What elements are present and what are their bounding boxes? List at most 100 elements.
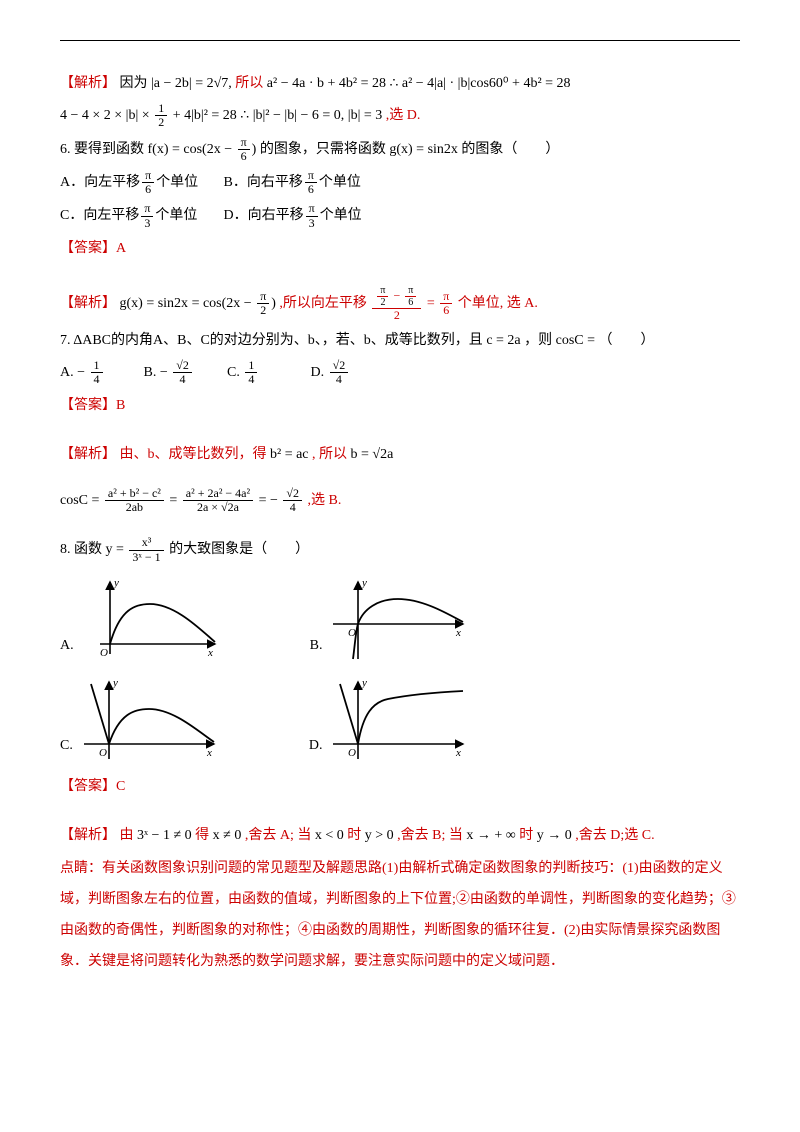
- fraction-numerator: π: [305, 169, 317, 183]
- fraction-denominator: 3: [141, 217, 153, 230]
- p8-graph-D: D. y x O: [309, 674, 469, 764]
- p6-options-ab: A．向左平移π6个单位 B．向右平移π6个单位: [60, 169, 740, 196]
- p6-options-cd: C．向左平移π3个单位 D．向右平移π3个单位: [60, 202, 740, 229]
- fraction-denominator: 6: [142, 183, 154, 196]
- graph-D-svg: y x O: [328, 674, 468, 764]
- p6-q3: 的图象（ ）: [461, 141, 559, 156]
- opt-label: C.: [60, 733, 73, 764]
- p5-t1a: 因为: [120, 76, 148, 91]
- p8-jx2: 得: [195, 828, 209, 843]
- p8-jx1: 由: [120, 828, 134, 843]
- p6-q: 6. 要得到函数: [60, 141, 144, 156]
- fraction-denominator: 2ab: [105, 501, 164, 514]
- p7-jiexi2: cosC = a² + b² − c²2ab = a² + 2a² − 4a²2…: [60, 487, 740, 514]
- p8-jx6: 时: [519, 828, 533, 843]
- p7-options: A. − 14 B. − √24 C. 14 D. √24: [60, 359, 740, 386]
- p8-e4: y > 0: [365, 828, 394, 843]
- p8-jx7: ,舍去 D;选 C.: [575, 828, 654, 843]
- p8-e2: x ≠ 0: [213, 828, 242, 843]
- p6-optB: B．向右平移π6个单位: [224, 169, 364, 196]
- fraction-denominator: 4: [283, 501, 302, 514]
- fraction-numerator: π: [306, 202, 318, 216]
- p8-y-frac: x³3ˣ − 1: [129, 536, 163, 563]
- p8-dianjing: 点睛：有关函数图象识别问题的常见题型及解题思路(1)由解析式确定函数图象的判断技…: [60, 854, 740, 977]
- p8-jx4: 时: [347, 828, 361, 843]
- p6-eq: =: [427, 296, 438, 311]
- opt-frac: 14: [91, 359, 103, 386]
- p8-graph-A: A. y x O: [60, 574, 220, 664]
- p6-optA: A．向左平移π6个单位: [60, 169, 200, 196]
- fraction-numerator: π2 − π6: [372, 285, 421, 309]
- p7-jx3: 所以: [319, 447, 347, 462]
- opt-tail: 个单位: [320, 208, 362, 223]
- fraction-numerator: π: [141, 202, 153, 216]
- svg-text:y: y: [361, 677, 367, 689]
- p6-fx2: ): [252, 141, 257, 156]
- p6-jx3: ): [271, 296, 276, 311]
- opt-tail: 个单位: [156, 175, 198, 190]
- p7-neg3: −: [270, 493, 281, 508]
- p8-e3: x < 0: [315, 828, 344, 843]
- fraction-denominator: 2: [372, 309, 421, 322]
- jiexi-label: 【解析】: [60, 76, 116, 91]
- p5-frac1: 1 2: [155, 102, 167, 129]
- document-page: 【解析】 因为 |a − 2b| = 2√7, 所以 a² − 4a · b +…: [0, 0, 800, 1023]
- p5-t3: + 4|b|² = 28 ∴ |b|² − |b| − 6 = 0, |b| =…: [173, 108, 383, 123]
- fraction-denominator: 2: [257, 304, 269, 317]
- p7-f2: a² + 2a² − 4a²2a × √2a: [183, 487, 253, 514]
- opt-label: A.: [60, 365, 74, 380]
- p6-shift-frac: π2 − π6 2: [372, 285, 421, 322]
- p7-optD: D. √24: [311, 359, 391, 386]
- fraction-numerator: a² + 2a² − 4a²: [183, 487, 253, 501]
- fraction-denominator: 4: [245, 373, 257, 386]
- fraction-numerator: 1: [155, 102, 167, 116]
- p6-fx-frac: π6: [238, 136, 250, 163]
- fraction-denominator: 6: [440, 304, 452, 317]
- fraction-numerator: 1: [91, 359, 103, 373]
- p5-t2: 4 − 4 × 2 × |b| ×: [60, 108, 153, 123]
- p7-q: 7. ΔABC的内角A、B、C的对边分别为、b、，若、b、成等比数列，且: [60, 333, 483, 348]
- p7-question: 7. ΔABC的内角A、B、C的对边分别为、b、，若、b、成等比数列，且 c =…: [60, 328, 740, 353]
- opt-frac: √24: [173, 359, 192, 386]
- svg-text:x: x: [207, 647, 213, 659]
- fraction-numerator: x³: [129, 536, 163, 550]
- p7-e1: b² = ac: [270, 447, 309, 462]
- fraction-numerator: a² + b² − c²: [105, 487, 164, 501]
- p6-q2: 的图象，只需将函数: [260, 141, 386, 156]
- inner-frac-1: π2: [377, 285, 388, 308]
- p8-e6: y → 0: [537, 828, 572, 843]
- fraction-denominator: 3: [306, 217, 318, 230]
- fraction-numerator: √2: [330, 359, 349, 373]
- p7-e2: b = √2a: [351, 447, 394, 462]
- spacer: [60, 805, 740, 817]
- opt-label: B.: [310, 633, 323, 664]
- opt-label: A.: [60, 633, 74, 664]
- p6-gx: g(x) = sin2x: [389, 141, 458, 156]
- p6-jx2: = cos(2x −: [192, 296, 256, 311]
- top-rule: [60, 40, 740, 41]
- p6-optD: D．向右平移π3个单位: [224, 202, 364, 229]
- svg-text:O: O: [100, 647, 108, 659]
- p7-cc: cosC =: [556, 333, 599, 348]
- p6-jx5: 个单位, 选 A.: [458, 296, 538, 311]
- p5-line2: 4 − 4 × 2 × |b| × 1 2 + 4|b|² = 28 ∴ |b|…: [60, 102, 740, 129]
- opt-label: A．向左平移: [60, 175, 140, 190]
- p6-question: 6. 要得到函数 f(x) = cos(2x − π6) 的图象，只需将函数 g…: [60, 136, 740, 163]
- opt-frac: π3: [141, 202, 153, 229]
- p7-q2: ，则: [524, 333, 552, 348]
- p6-jx1: g(x) = sin2x: [120, 296, 189, 311]
- fraction-denominator: 6: [405, 297, 416, 308]
- fraction-numerator: π: [440, 290, 452, 304]
- opt-neg: −: [77, 365, 88, 380]
- opt-frac: π6: [305, 169, 317, 196]
- fraction-denominator: 2: [155, 116, 167, 129]
- svg-text:x: x: [455, 747, 461, 759]
- p7-mid: =: [169, 493, 180, 508]
- p8-q: 8. 函数: [60, 542, 102, 557]
- fraction-numerator: π: [377, 285, 388, 297]
- svg-text:O: O: [99, 747, 107, 759]
- spacer: [60, 520, 740, 530]
- fraction-numerator: √2: [173, 359, 192, 373]
- p8-jx5: ,舍去 B; 当: [397, 828, 463, 843]
- fraction-denominator: 2: [377, 297, 388, 308]
